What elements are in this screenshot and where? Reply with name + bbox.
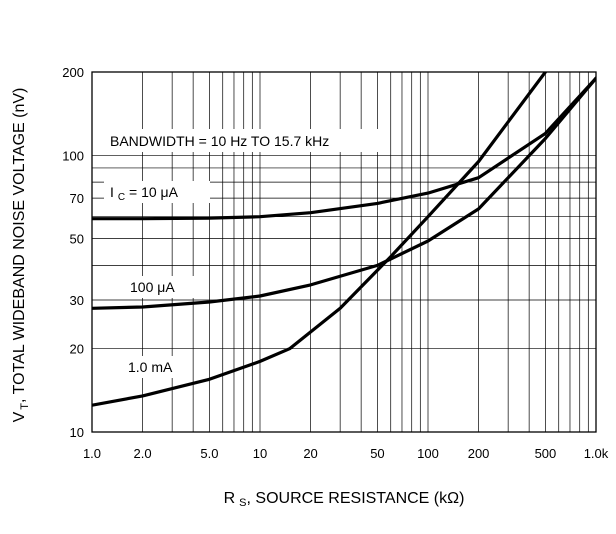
- x-tick-label: 1.0: [83, 446, 101, 461]
- y-axis-title-main: V: [11, 411, 28, 422]
- x-tick-label: 200: [468, 446, 490, 461]
- series-label-2: 100 μA: [130, 279, 175, 295]
- x-tick-label: 500: [535, 446, 557, 461]
- y-tick-label: 30: [70, 293, 84, 308]
- series-label-background: [124, 276, 194, 298]
- series-line-3: [92, 72, 548, 407]
- y-tick-labels: 10 20 30 50 70 100 200: [62, 65, 84, 440]
- x-tick-label: 20: [303, 446, 317, 461]
- series-lines: [92, 72, 596, 407]
- y-tick-label: 10: [70, 425, 84, 440]
- y-tick-label: 50: [70, 232, 84, 247]
- x-axis-title: R S, SOURCE RESISTANCE (kΩ): [224, 490, 465, 509]
- series-label-background: [104, 181, 210, 203]
- y-tick-label: 100: [62, 148, 84, 163]
- bandwidth-annotation-background: [104, 129, 378, 152]
- y-tick-label: 70: [70, 191, 84, 206]
- x-tick-labels: 1.0 2.0 5.0 10 20 50 100 200 500 1.0k: [83, 446, 609, 461]
- series-line-1: [92, 76, 596, 221]
- x-tick-label: 5.0: [200, 446, 218, 461]
- plot-frame: [91, 71, 597, 433]
- series-label-background: [122, 356, 186, 378]
- x-tick-label: 1.0k: [584, 446, 609, 461]
- y-tick-label: 20: [70, 342, 84, 357]
- x-tick-label: 50: [370, 446, 384, 461]
- y-tick-label: 200: [62, 65, 84, 80]
- x-axis-title-sub: S: [239, 497, 246, 509]
- bandwidth-annotation: BANDWIDTH = 10 Hz TO 15.7 kHz: [110, 133, 329, 149]
- series-line-2: [92, 76, 596, 310]
- x-tick-label: 2.0: [134, 446, 152, 461]
- x-tick-label: 100: [417, 446, 439, 461]
- y-axis-title-sub: T: [19, 403, 31, 410]
- x-tick-label: 10: [253, 446, 267, 461]
- x-axis-title-main: R: [224, 490, 236, 507]
- y-axis-title: VT, TOTAL WIDEBAND NOISE VOLTAGE (nV): [11, 88, 31, 423]
- series-label-3: 1.0 mA: [128, 359, 173, 375]
- y-axis-title-rest: , TOTAL WIDEBAND NOISE VOLTAGE (nV): [11, 88, 28, 403]
- x-axis-title-rest: , SOURCE RESISTANCE (kΩ): [247, 490, 465, 507]
